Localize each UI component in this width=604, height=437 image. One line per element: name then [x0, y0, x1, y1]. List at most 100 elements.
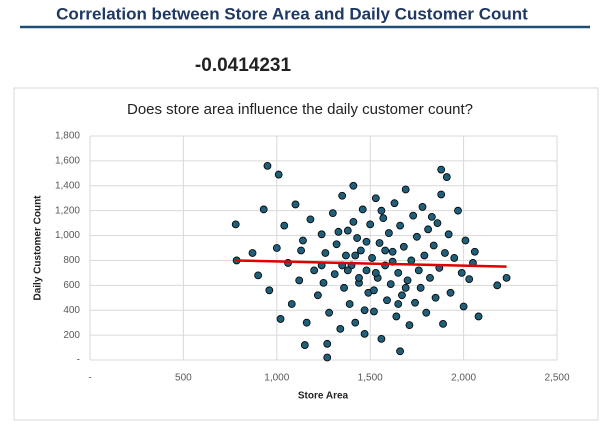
data-point [403, 276, 412, 285]
data-point [254, 271, 263, 280]
page-title: Correlation between Store Area and Daily… [56, 4, 528, 23]
data-point [351, 318, 360, 327]
data-point [429, 241, 438, 250]
data-point [437, 190, 446, 199]
data-point [319, 278, 328, 287]
data-point [437, 165, 446, 174]
data-point [300, 341, 309, 349]
data-point [280, 221, 289, 230]
data-point [334, 227, 343, 236]
data-point [426, 273, 434, 282]
y-tick-label: 1,600 [55, 156, 80, 167]
data-point [431, 293, 440, 302]
data-point [332, 240, 341, 249]
data-point [291, 200, 300, 209]
x-tick-label: 2,000 [451, 373, 476, 384]
data-point [377, 334, 386, 343]
x-tick-label: - [88, 373, 91, 384]
y-tick-label: 1,400 [55, 180, 80, 191]
data-point [323, 339, 332, 348]
x-tick-label: 1,500 [358, 373, 383, 384]
data-point [379, 214, 388, 223]
data-point [418, 203, 427, 211]
data-point [396, 347, 404, 356]
data-point [272, 244, 281, 252]
data-point [439, 320, 447, 328]
data-point [330, 270, 339, 279]
data-point [424, 225, 433, 234]
data-point [422, 308, 431, 317]
data-point [377, 206, 386, 215]
data-point [450, 254, 459, 262]
data-point [306, 215, 315, 224]
data-point [302, 318, 311, 327]
data-point [459, 302, 468, 311]
data-point [414, 266, 423, 275]
data-point [370, 286, 378, 295]
data-point [342, 251, 350, 260]
data-point [274, 170, 283, 179]
data-point [358, 205, 367, 214]
data-point [323, 353, 332, 362]
data-point [401, 283, 410, 292]
data-point [399, 242, 408, 251]
data-point [370, 307, 378, 316]
y-tick-label: 400 [63, 305, 80, 316]
y-tick-label: 1,000 [55, 230, 80, 241]
data-point [493, 281, 502, 290]
y-tick-label: 600 [63, 280, 80, 291]
data-point [407, 256, 416, 265]
data-point [360, 329, 369, 338]
data-point [338, 191, 347, 200]
data-point [444, 230, 453, 239]
data-point [441, 249, 449, 257]
data-point [454, 206, 462, 215]
data-point [276, 315, 285, 323]
data-point [461, 236, 470, 245]
data-point [336, 324, 345, 333]
data-point [259, 205, 268, 214]
data-point [343, 266, 352, 275]
x-tick-label: 1,000 [264, 373, 289, 384]
x-tick-label: 2,500 [544, 373, 569, 384]
y-axis-title: Daily Customer Count [33, 195, 44, 301]
data-point [416, 283, 425, 292]
data-point [295, 276, 304, 285]
data-point [287, 300, 296, 308]
data-point [366, 220, 375, 229]
data-point [386, 280, 395, 288]
data-point [328, 209, 337, 218]
data-point [299, 236, 307, 245]
data-point [394, 268, 403, 277]
data-point [360, 306, 369, 315]
data-point [317, 230, 326, 239]
data-point [351, 251, 360, 260]
data-point [411, 298, 419, 307]
data-point [265, 286, 274, 295]
data-point [398, 291, 406, 300]
data-point [405, 321, 414, 330]
data-point [470, 247, 479, 256]
data-point [340, 283, 348, 292]
data-point [401, 185, 410, 194]
data-point [231, 220, 240, 229]
data-point [371, 268, 380, 277]
data-point [313, 291, 322, 300]
y-tick-label: 800 [63, 255, 80, 266]
data-point [442, 173, 451, 181]
data-point [375, 239, 384, 247]
data-point [248, 249, 257, 257]
data-point [353, 234, 362, 242]
data-point [310, 266, 319, 275]
data-point [321, 249, 330, 257]
data-point [388, 247, 397, 256]
y-tick-label: 1,200 [55, 205, 80, 216]
data-point [383, 296, 391, 305]
data-point [349, 217, 358, 226]
data-point [343, 226, 352, 235]
data-point [474, 312, 483, 321]
data-point [465, 275, 474, 284]
data-point [325, 308, 334, 317]
data-point [371, 194, 380, 203]
